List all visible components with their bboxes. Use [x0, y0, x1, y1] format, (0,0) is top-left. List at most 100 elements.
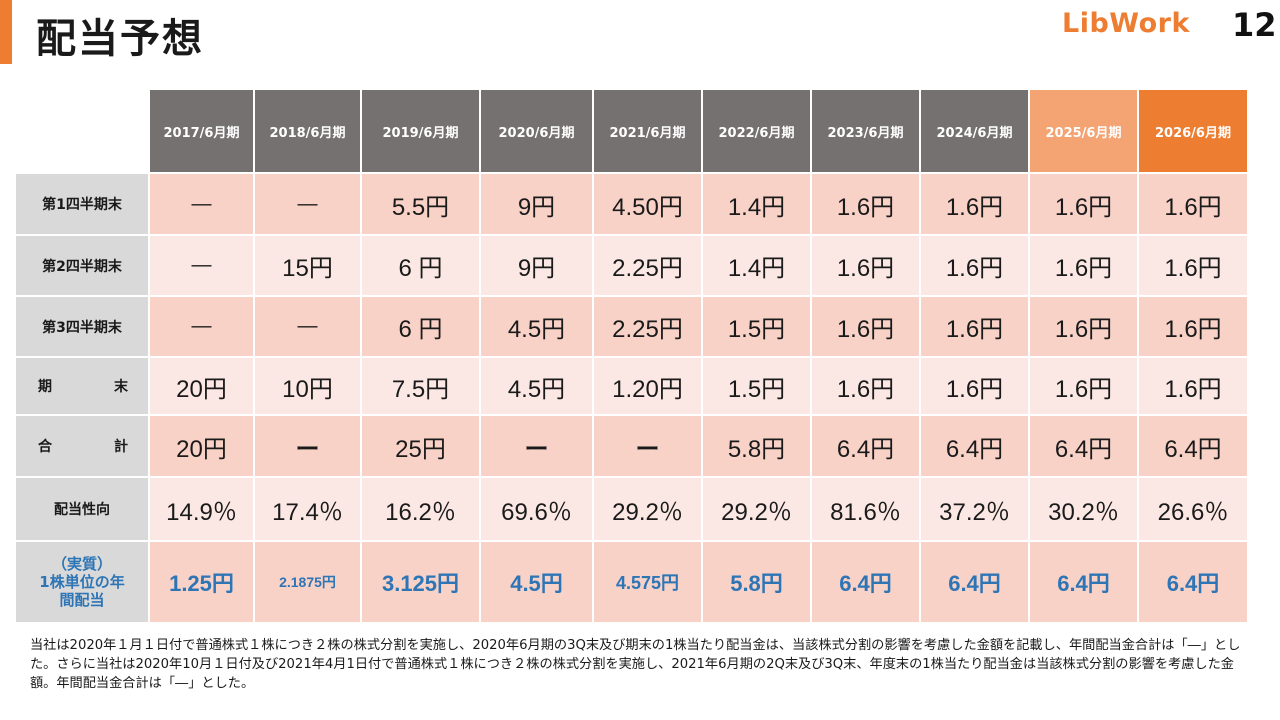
row-label-line: 間配当: [59, 591, 105, 609]
table-cell: 1.4円: [703, 236, 812, 297]
table-cell: 1.6円: [1030, 236, 1139, 297]
table-row-q2: 第2四半期末 ― 15円 6 円 9円 2.25円 1.4円 1.6円 1.6円…: [16, 236, 1249, 297]
table-cell: ー: [255, 416, 362, 478]
table-cell: 6.4円: [921, 542, 1030, 624]
table-cell: 1.6円: [921, 297, 1030, 358]
table-cell: 9円: [481, 174, 594, 236]
table-corner: [16, 90, 150, 174]
page-number: 12: [1232, 6, 1277, 44]
table-cell: 30.2％: [1030, 478, 1139, 542]
row-label: 第1四半期末: [16, 174, 150, 236]
table-cell: ―: [150, 236, 255, 297]
table-cell: 1.6円: [1139, 297, 1249, 358]
dividend-forecast-table: 2017/6月期 2018/6月期 2019/6月期 2020/6月期 2021…: [16, 90, 1249, 624]
table-row-q3: 第3四半期末 ― ― 6 円 4.5円 2.25円 1.5円 1.6円 1.6円…: [16, 297, 1249, 358]
year-header: 2017/6月期: [150, 90, 255, 174]
row-label-part: 期: [38, 379, 52, 395]
table-cell: 1.5円: [703, 358, 812, 416]
table-cell: 29.2％: [703, 478, 812, 542]
libwork-logo: LibWork: [1062, 8, 1190, 39]
row-label-part: 合: [38, 439, 52, 455]
row-label: （実質） 1株単位の年 間配当: [16, 542, 150, 624]
row-label: 期 末: [16, 358, 150, 416]
table-cell: 20円: [150, 358, 255, 416]
table-cell: 2.25円: [594, 236, 703, 297]
row-label-line: （実質）: [51, 555, 112, 573]
table-cell: 6.4円: [1139, 542, 1249, 624]
table-cell: 6 円: [362, 236, 481, 297]
table-cell: 1.6円: [812, 297, 921, 358]
table-cell: 37.2％: [921, 478, 1030, 542]
table-cell: 4.5円: [481, 297, 594, 358]
table-cell: 17.4％: [255, 478, 362, 542]
table-cell: 6.4円: [812, 542, 921, 624]
footnote: 当社は2020年１月１日付で普通株式１株につき２株の株式分割を実施し、2020年…: [30, 638, 1241, 691]
table-cell: 10円: [255, 358, 362, 416]
row-label: 合 計: [16, 416, 150, 478]
table-cell: 1.6円: [812, 236, 921, 297]
year-header-forecast: 2025/6月期: [1030, 90, 1139, 174]
table-cell: 1.20円: [594, 358, 703, 416]
title-accent-bar: [0, 0, 12, 64]
table-cell: ー: [481, 416, 594, 478]
table-cell: 20円: [150, 416, 255, 478]
table-cell: 6.4円: [1030, 542, 1139, 624]
row-label-part: 末: [114, 379, 128, 395]
table-cell: 4.50円: [594, 174, 703, 236]
table-row-effective-annual-dividend: （実質） 1株単位の年 間配当 1.25円 2.1875円 3.125円 4.5…: [16, 542, 1249, 624]
table-cell: 15円: [255, 236, 362, 297]
table-cell: 81.6％: [812, 478, 921, 542]
table-cell: 1.25円: [150, 542, 255, 624]
table-cell: 4.575円: [594, 542, 703, 624]
table-cell: 1.6円: [812, 358, 921, 416]
year-header: 2024/6月期: [921, 90, 1030, 174]
table-cell: 69.6％: [481, 478, 594, 542]
table-cell: 1.6円: [921, 358, 1030, 416]
table-row-total: 合 計 20円 ー 25円 ー ー 5.8円 6.4円 6.4円 6.4円 6.…: [16, 416, 1249, 478]
table-cell: ―: [255, 174, 362, 236]
table-cell: 1.4円: [703, 174, 812, 236]
table-cell: 2.1875円: [255, 542, 362, 624]
table-cell: ―: [150, 174, 255, 236]
table-cell: 1.5円: [703, 297, 812, 358]
table-cell: 1.6円: [1030, 297, 1139, 358]
table-cell: 29.2％: [594, 478, 703, 542]
table-cell: 1.6円: [1139, 358, 1249, 416]
table-cell: 5.5円: [362, 174, 481, 236]
table-cell: 6.4円: [812, 416, 921, 478]
table-cell: 26.6％: [1139, 478, 1249, 542]
table-cell: 16.2％: [362, 478, 481, 542]
table-cell: ―: [255, 297, 362, 358]
table-cell: 7.5円: [362, 358, 481, 416]
table-cell: 1.6円: [1139, 236, 1249, 297]
table-cell: 6.4円: [921, 416, 1030, 478]
row-label-part: 計: [114, 439, 128, 455]
table-cell: 14.9％: [150, 478, 255, 542]
header-row: 2017/6月期 2018/6月期 2019/6月期 2020/6月期 2021…: [16, 90, 1249, 174]
page-title: 配当予想: [36, 16, 204, 62]
table-cell: 1.6円: [1030, 174, 1139, 236]
table-row-payout-ratio: 配当性向 14.9％ 17.4％ 16.2％ 69.6％ 29.2％ 29.2％…: [16, 478, 1249, 542]
table-cell: 1.6円: [1030, 358, 1139, 416]
table-cell: 2.25円: [594, 297, 703, 358]
table-cell: 6.4円: [1030, 416, 1139, 478]
year-header: 2022/6月期: [703, 90, 812, 174]
row-label: 第3四半期末: [16, 297, 150, 358]
row-label: 第2四半期末: [16, 236, 150, 297]
table-cell: 25円: [362, 416, 481, 478]
table-cell: ー: [594, 416, 703, 478]
year-header: 2019/6月期: [362, 90, 481, 174]
year-header-forecast: 2026/6月期: [1139, 90, 1249, 174]
year-header: 2021/6月期: [594, 90, 703, 174]
table-cell: 1.6円: [1139, 174, 1249, 236]
row-label: 配当性向: [16, 478, 150, 542]
table-cell: 5.8円: [703, 542, 812, 624]
table-cell: 9円: [481, 236, 594, 297]
year-header: 2020/6月期: [481, 90, 594, 174]
table-row-q1: 第1四半期末 ― ― 5.5円 9円 4.50円 1.4円 1.6円 1.6円 …: [16, 174, 1249, 236]
table-cell: 1.6円: [812, 174, 921, 236]
table-cell: 4.5円: [481, 542, 594, 624]
table-cell: 6.4円: [1139, 416, 1249, 478]
year-header: 2018/6月期: [255, 90, 362, 174]
year-header: 2023/6月期: [812, 90, 921, 174]
